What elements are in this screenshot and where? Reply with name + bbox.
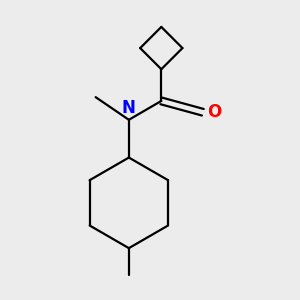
Text: O: O xyxy=(207,103,222,121)
Text: N: N xyxy=(122,99,136,117)
